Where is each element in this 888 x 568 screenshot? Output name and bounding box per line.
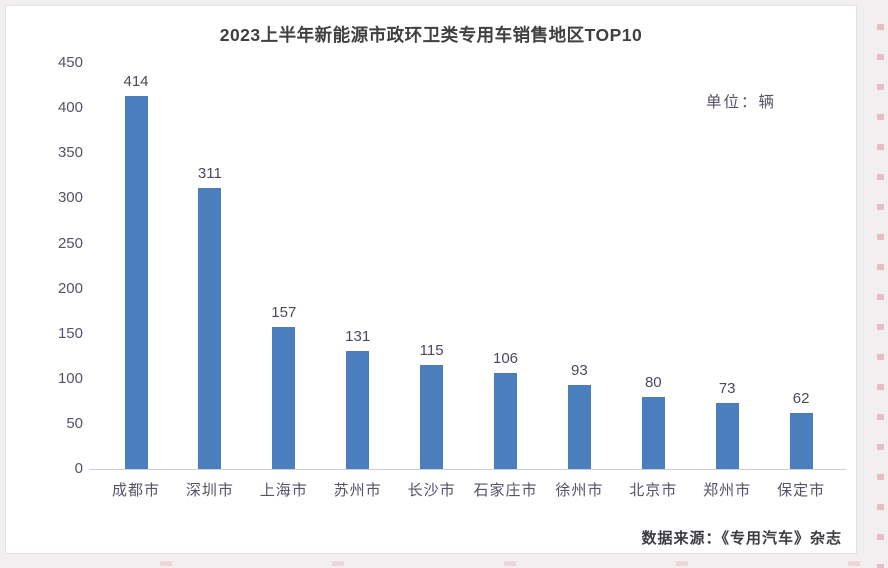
screen-edge-marks-bottom-icon [0,561,888,566]
y-tick-label: 0 [74,460,83,477]
y-tick-label: 100 [57,369,83,387]
y-tick-label: 450 [57,54,83,72]
bar [715,403,739,469]
x-tick-label: 苏州市 [333,482,382,499]
y-tick-label: 250 [57,234,83,252]
chart-card: 2023上半年新能源市政环卫类专用车销售地区TOP10 单位：辆 450 400 3… [5,5,857,554]
y-tick-label: 400 [57,99,83,117]
x-axis-line [89,469,846,470]
bar [124,96,148,469]
bar [641,397,665,469]
x-tick-label: 成都市 [111,482,160,499]
y-tick-label: 200 [57,279,83,297]
unit-label: 单位：辆 [706,94,777,111]
bar-value-label: 131 [345,328,371,345]
bar [789,413,813,469]
bar-value-label: 62 [792,390,810,407]
x-tick-label: 保定市 [777,482,826,499]
screen-edge-marks-right-icon [877,0,884,568]
x-tick-label: 石家庄市 [473,482,538,499]
bar-value-label: 80 [644,374,662,391]
bar-value-label: 93 [571,362,588,379]
bar-value-label: 157 [271,304,297,321]
y-tick-label: 50 [66,414,83,432]
y-tick-label: 350 [57,144,83,162]
bar [272,327,296,469]
source-note: 数据来源：《专用汽车》杂志 [641,530,842,547]
bar [494,373,517,469]
chart-title: 2023上半年新能源市政环卫类专用车销售地区TOP10 [219,25,643,45]
bar [346,351,370,469]
x-tick-label: 郑州市 [703,482,752,499]
bar-value-label: 73 [718,380,736,397]
bar [198,188,222,469]
x-tick-label: 北京市 [629,482,678,499]
bar-value-label: 115 [419,342,444,359]
y-tick-label: 150 [57,324,83,342]
bar [420,365,444,469]
x-tick-label: 上海市 [259,482,308,499]
bar-value-label: 311 [197,165,222,182]
bar-value-label: 106 [492,350,519,367]
x-tick-label: 长沙市 [407,482,456,499]
y-tick-label: 300 [57,189,83,207]
bar-value-label: 414 [123,73,149,90]
bar [567,385,591,469]
x-tick-label: 深圳市 [185,482,234,499]
x-tick-label: 徐州市 [555,482,604,499]
